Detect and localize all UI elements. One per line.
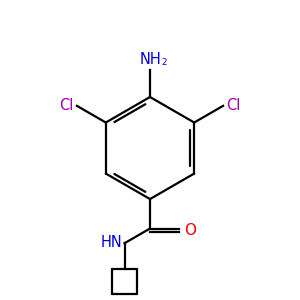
Text: O: O <box>184 223 196 238</box>
Text: Cl: Cl <box>60 98 74 113</box>
Text: Cl: Cl <box>226 98 240 113</box>
Text: HN: HN <box>101 235 122 250</box>
Text: NH: NH <box>139 52 161 67</box>
Text: $_2$: $_2$ <box>161 55 167 68</box>
